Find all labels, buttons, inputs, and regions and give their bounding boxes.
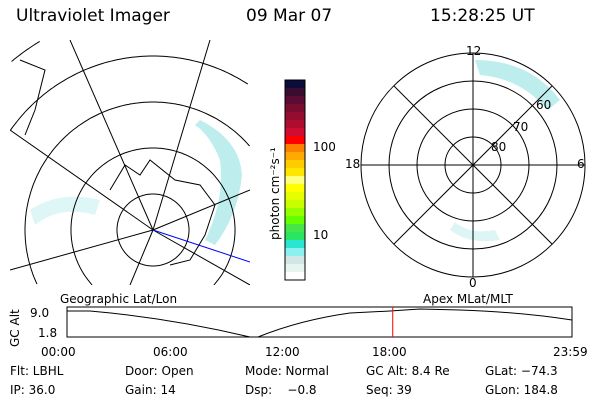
colorbar-band [285, 256, 305, 265]
colorbar-unit-label: photon cm⁻²s⁻¹ [268, 147, 282, 240]
lat-circles [10, 40, 250, 285]
colorbar-band [285, 144, 305, 153]
colorbar-band [285, 160, 305, 169]
latitude-circle [213, 230, 236, 285]
mlat-label-60: 60 [536, 98, 552, 112]
mlt-label-6: 6 [577, 157, 585, 171]
colorbar-band [285, 264, 305, 273]
apex-label: Apex MLat/MLT [423, 292, 513, 306]
mlt-label-12: 12 [466, 44, 482, 58]
coastline-new-zealand [19, 59, 46, 136]
glon-status: GLon: 184.8 [485, 383, 558, 397]
timeline-xtick: 18:00 [372, 345, 407, 359]
colorbar-band [285, 192, 305, 201]
gc-alt-status: GC Alt: 8.4 Re [366, 364, 450, 378]
colorbar-band [285, 208, 305, 217]
colorbar-band [285, 136, 305, 145]
colorbar-band [285, 128, 305, 137]
mlt-label-18: 18 [345, 157, 361, 171]
colorbar-band [285, 176, 305, 185]
colorbar-band [285, 168, 305, 177]
mlat-label-80: 80 [491, 140, 507, 154]
timeline-ytick-min: 1.8 [38, 326, 58, 340]
timeline-frame [66, 306, 573, 338]
dsp-status: Dsp: −0.8 [245, 383, 317, 397]
instrument-title: Ultraviolet Imager [16, 6, 170, 26]
date-label: 09 Mar 07 [246, 6, 333, 26]
colorbar-band [285, 240, 305, 249]
colorbar-band [285, 272, 305, 281]
time-label: 15:28:25 UT [430, 6, 535, 26]
gain-status: Gain: 14 [125, 383, 176, 397]
door-status: Door: Open [125, 364, 194, 378]
ip-status: IP: 36.0 [10, 383, 56, 397]
colorbar-band [285, 120, 305, 129]
timeline-xtick: 23:59 [553, 345, 588, 359]
colorbar-band [285, 184, 305, 193]
glat-status: GLat: −74.3 [485, 364, 558, 378]
latitude-circle [11, 40, 40, 62]
satellite-track [152, 229, 250, 263]
timeline-ytick-max: 9.0 [30, 306, 50, 320]
colorbar [285, 80, 305, 281]
mlt-label-0: 0 [469, 276, 477, 290]
timeline-xtick: 00:00 [41, 345, 76, 359]
polar-mlt-plot [360, 52, 586, 278]
mlat-label-70: 70 [513, 120, 529, 134]
aurora-emission-geo [30, 120, 242, 245]
colorbar-band [285, 224, 305, 233]
filter-status: Flt: LBHL [10, 364, 64, 378]
colorbar-band [285, 80, 305, 89]
colorbar-tick-100: 100 [313, 140, 336, 154]
geographic-label: Geographic Lat/Lon [60, 292, 178, 306]
timeline-xtick: 06:00 [153, 345, 188, 359]
colorbar-tick-10: 10 [313, 228, 329, 242]
colorbar-band [285, 248, 305, 257]
latitude-circle [116, 193, 190, 267]
colorbar-band [285, 200, 305, 209]
colorbar-band [285, 88, 305, 97]
latitude-circle [24, 101, 250, 285]
latitude-circle [70, 147, 236, 285]
colorbar-band [285, 232, 305, 241]
colorbar-band [285, 104, 305, 113]
mode-status: Mode: Normal [245, 364, 329, 378]
aurora-emission-polar [450, 60, 560, 242]
colorbar-band [285, 96, 305, 105]
colorbar-band [285, 152, 305, 161]
altitude-curve [67, 308, 573, 338]
timeline-ylabel: GC Alt [8, 309, 22, 347]
seq-status: Seq: 39 [366, 383, 412, 397]
latitude-circle [10, 55, 249, 131]
colorbar-band [285, 216, 305, 225]
coastline-antarctica [109, 159, 216, 266]
timeline-xtick: 12:00 [265, 345, 300, 359]
geographic-map [10, 40, 250, 285]
colorbar-band [285, 112, 305, 121]
